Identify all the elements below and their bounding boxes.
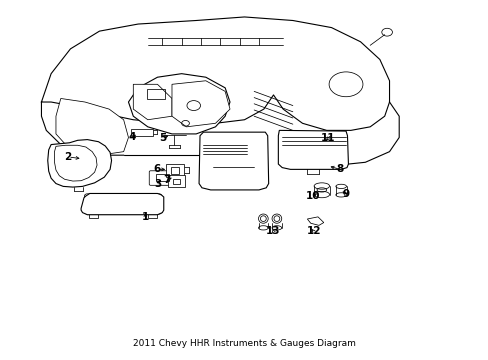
Polygon shape — [81, 193, 163, 215]
Text: 2: 2 — [64, 152, 72, 162]
FancyBboxPatch shape — [168, 175, 184, 187]
FancyBboxPatch shape — [147, 214, 157, 217]
Polygon shape — [48, 140, 111, 187]
Ellipse shape — [258, 214, 267, 223]
Ellipse shape — [313, 183, 329, 189]
Text: 5: 5 — [159, 133, 165, 143]
Ellipse shape — [313, 192, 329, 198]
FancyBboxPatch shape — [131, 129, 152, 136]
FancyBboxPatch shape — [165, 164, 183, 177]
Polygon shape — [133, 84, 172, 120]
Polygon shape — [172, 81, 229, 127]
Text: 4: 4 — [128, 132, 136, 143]
Polygon shape — [54, 145, 97, 181]
Text: 13: 13 — [265, 226, 280, 237]
Polygon shape — [56, 99, 128, 155]
Polygon shape — [278, 130, 348, 169]
Text: 3: 3 — [154, 179, 161, 189]
Ellipse shape — [271, 226, 281, 230]
Text: 1: 1 — [142, 212, 149, 222]
Polygon shape — [199, 132, 268, 190]
Ellipse shape — [258, 226, 267, 230]
Polygon shape — [307, 217, 323, 225]
Ellipse shape — [271, 214, 281, 223]
Text: 11: 11 — [320, 133, 335, 143]
Text: 6: 6 — [153, 165, 160, 174]
FancyBboxPatch shape — [89, 214, 98, 217]
Text: 7: 7 — [163, 175, 170, 185]
Text: 12: 12 — [306, 226, 320, 237]
Polygon shape — [128, 74, 229, 134]
Text: 10: 10 — [305, 191, 320, 201]
Ellipse shape — [335, 193, 346, 197]
FancyBboxPatch shape — [149, 171, 175, 185]
Text: 2011 Chevy HHR Instruments & Gauges Diagram: 2011 Chevy HHR Instruments & Gauges Diag… — [133, 339, 355, 348]
Text: 8: 8 — [336, 165, 343, 174]
Ellipse shape — [335, 184, 346, 189]
Text: 9: 9 — [342, 189, 349, 199]
